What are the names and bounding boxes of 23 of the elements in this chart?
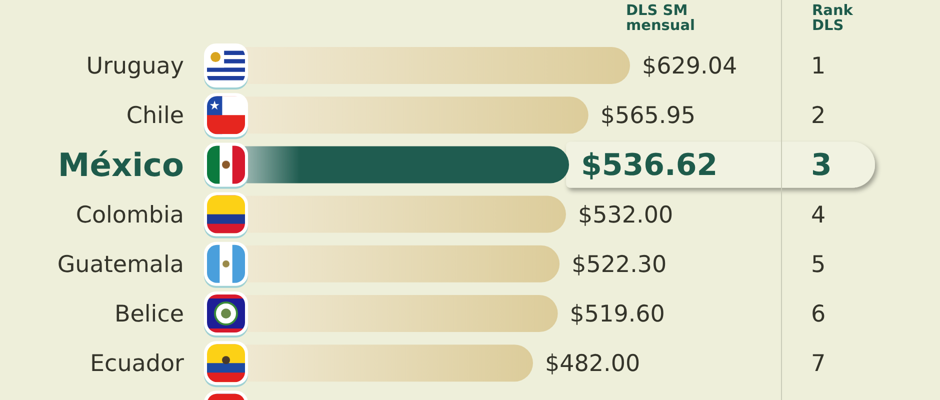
data-label: $536.62 — [581, 148, 718, 184]
text: 5 — [811, 252, 826, 278]
text: Rank DLS — [812, 3, 854, 34]
data-label: $532.00 — [578, 202, 674, 228]
y-tick-label: Colombia — [76, 202, 184, 228]
y-tick-label: Ecuador — [90, 351, 185, 378]
text: 6 — [811, 302, 826, 328]
data-label: $565.95 — [600, 103, 696, 130]
data-label: $629.04 — [642, 54, 738, 80]
text: 1 — [811, 54, 826, 80]
data-label: $482.00 — [544, 351, 640, 378]
y-tick-label: Uruguay — [86, 54, 184, 80]
text: 4 — [811, 202, 826, 228]
y-tick-label: México — [58, 146, 184, 184]
y-tick-label: Chile — [126, 103, 184, 130]
text: 2 — [811, 103, 826, 130]
y-tick-label: Belice — [114, 302, 184, 328]
y-tick-label: Guatemala — [57, 252, 184, 278]
data-label: $519.60 — [570, 302, 665, 328]
data-label: $522.30 — [572, 252, 667, 278]
text: 7 — [811, 351, 826, 378]
text: 3 — [811, 148, 832, 184]
text: DLS SM mensual — [626, 3, 695, 34]
